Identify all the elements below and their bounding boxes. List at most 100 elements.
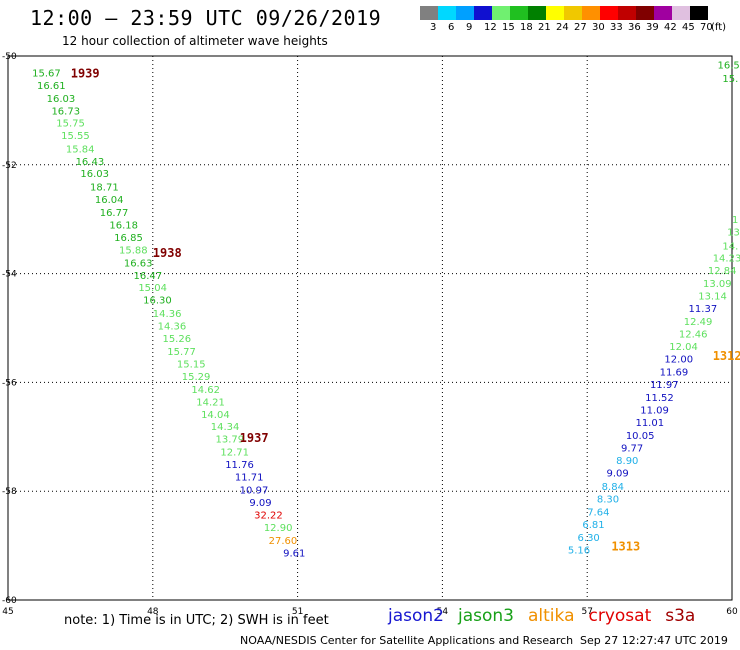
legend-swatch: 45 (672, 6, 695, 33)
wave-height-legend: 3 6 9 12 15 18 21 24 27 30 33 36 39 42 45 70 (420, 6, 713, 33)
wave-height-reading: 5.16 (568, 545, 590, 556)
wave-height-reading: 11.09 (640, 406, 669, 417)
y-tick-label: -56 (2, 378, 17, 388)
legend-label: 27 (574, 22, 587, 33)
wave-height-reading: 14.04 (201, 410, 230, 421)
wave-height-reading: 18.71 (90, 183, 119, 194)
wave-height-reading: 16.61 (37, 81, 66, 92)
wave-height-reading: 16.03 (80, 169, 109, 180)
wave-height-reading: 15.26 (162, 334, 191, 345)
wave-height-reading: 15.04 (138, 283, 167, 294)
legend-label: 30 (592, 22, 605, 33)
x-tick-label: 48 (147, 607, 159, 617)
wave-height-reading: 11.69 (660, 368, 689, 379)
x-tick-label: 60 (726, 607, 738, 617)
wave-height-reading: 16.47 (133, 271, 162, 282)
x-tick-label: 51 (292, 607, 303, 617)
wave-height-reading: 15.15 (177, 359, 206, 370)
wave-height-reading: 13.14 (698, 291, 727, 302)
legend-label: 12 (484, 22, 497, 33)
wave-height-reading: 16.63 (124, 259, 153, 270)
legend-swatch: 30 (582, 6, 605, 33)
wave-height-reading: 15.67 (32, 68, 61, 79)
wave-height-reading: 16.04 (95, 195, 124, 206)
legend-swatch: 21 (528, 6, 551, 33)
wave-height-reading: 14. (722, 241, 738, 252)
wave-height-reading: 16.18 (109, 221, 138, 232)
legend-swatch: 15 (492, 6, 515, 33)
legend-swatch: 12 (474, 6, 497, 33)
satellite-cryosat: cryosat (588, 606, 652, 626)
page-subtitle: 12 hour collection of altimeter wave hei… (62, 34, 328, 48)
wave-height-reading: 9.09 (249, 498, 271, 509)
x-tick-label: 45 (2, 607, 13, 617)
map-frame (7, 55, 733, 601)
legend-label: 36 (628, 22, 641, 33)
wave-height-reading: 9.77 (621, 444, 643, 455)
wave-height-reading: 27.60 (269, 536, 298, 547)
legend-label: 9 (466, 22, 473, 33)
page-title: 12:00 – 23:59 UTC 09/26/2019 (30, 6, 382, 30)
wave-height-reading: 12.46 (679, 329, 708, 340)
legend-swatch: 3 (420, 6, 438, 33)
wave-height-reading: 12.84 (708, 266, 737, 277)
legend-label: 70 (700, 22, 713, 33)
wave-height-reading: 9.61 (283, 549, 305, 560)
satellite-jason3: jason3 (458, 606, 514, 626)
pass-time-label: 1313 (611, 540, 640, 554)
wave-height-reading: 14.23 (713, 253, 740, 264)
wave-height-reading: 8.84 (602, 482, 624, 493)
wave-height-reading: 8.30 (597, 494, 619, 505)
legend-label: 3 (430, 22, 437, 33)
wave-height-reading: 16.85 (114, 233, 143, 244)
wave-height-reading: 16.77 (100, 208, 129, 219)
satellite-altika: altika (528, 606, 575, 626)
wave-height-reading: 10.05 (626, 431, 655, 442)
satellite-legend: jason2 jason3 altika cryosat s3a (388, 606, 709, 626)
legend-label: 15 (502, 22, 515, 33)
wave-height-reading: 15.75 (56, 118, 85, 129)
legend-swatch: 9 (456, 6, 474, 33)
y-tick-label: -60 (2, 596, 17, 606)
wave-height-reading: 6.81 (582, 520, 604, 531)
legend-label: 24 (556, 22, 569, 33)
wave-height-reading: 16.03 (47, 94, 76, 105)
wave-height-reading: 16.43 (76, 157, 105, 168)
wave-height-reading: 13.79 (216, 434, 245, 445)
legend-unit: (ft) (711, 22, 727, 33)
wave-height-reading: 16.30 (143, 296, 172, 307)
wave-height-reading: 15.88 (119, 246, 148, 257)
wave-height-reading: 6.30 (578, 533, 600, 544)
wave-height-reading: 14.21 (196, 397, 225, 408)
wave-height-reading: 32.22 (254, 511, 283, 522)
y-tick-label: -54 (2, 270, 17, 280)
wave-height-reading: 15.29 (182, 372, 211, 383)
legend-label: 33 (610, 22, 623, 33)
wave-height-reading: 11.76 (225, 460, 254, 471)
wave-height-reading: 11.01 (635, 418, 664, 429)
wave-height-reading: 12.71 (220, 447, 249, 458)
legend-label: 21 (538, 22, 551, 33)
wave-height-reading: 16.73 (51, 106, 80, 117)
wave-height-reading: 12.04 (669, 342, 698, 353)
footer-timestamp: Sep 27 12:27:47 UTC 2019 (580, 634, 728, 647)
wave-height-reading: 11.71 (235, 473, 264, 484)
wave-height-reading: 13. (727, 228, 740, 239)
wave-height-reading: 16.54 (718, 61, 740, 72)
satellite-s3a: s3a (665, 606, 696, 626)
wave-height-reading: 11.52 (645, 393, 674, 404)
wave-height-reading: 12.00 (664, 354, 693, 365)
pass-time-label: 1938 (153, 246, 182, 260)
wave-height-reading: 11.37 (689, 304, 718, 315)
y-tick-label: -50 (2, 52, 17, 62)
pass-time-label: 1939 (71, 66, 100, 80)
wave-height-reading: 1 (732, 215, 738, 226)
wave-height-reading: 14.34 (211, 422, 240, 433)
x-tick-label: 54 (437, 607, 449, 617)
legend-swatch: 33 (600, 6, 623, 33)
legend-label: 18 (520, 22, 533, 33)
footer-note: note: 1) Time is in UTC; 2) SWH is in fe… (64, 613, 329, 628)
x-tick-label: 57 (581, 607, 592, 617)
legend-label: 6 (448, 22, 455, 33)
